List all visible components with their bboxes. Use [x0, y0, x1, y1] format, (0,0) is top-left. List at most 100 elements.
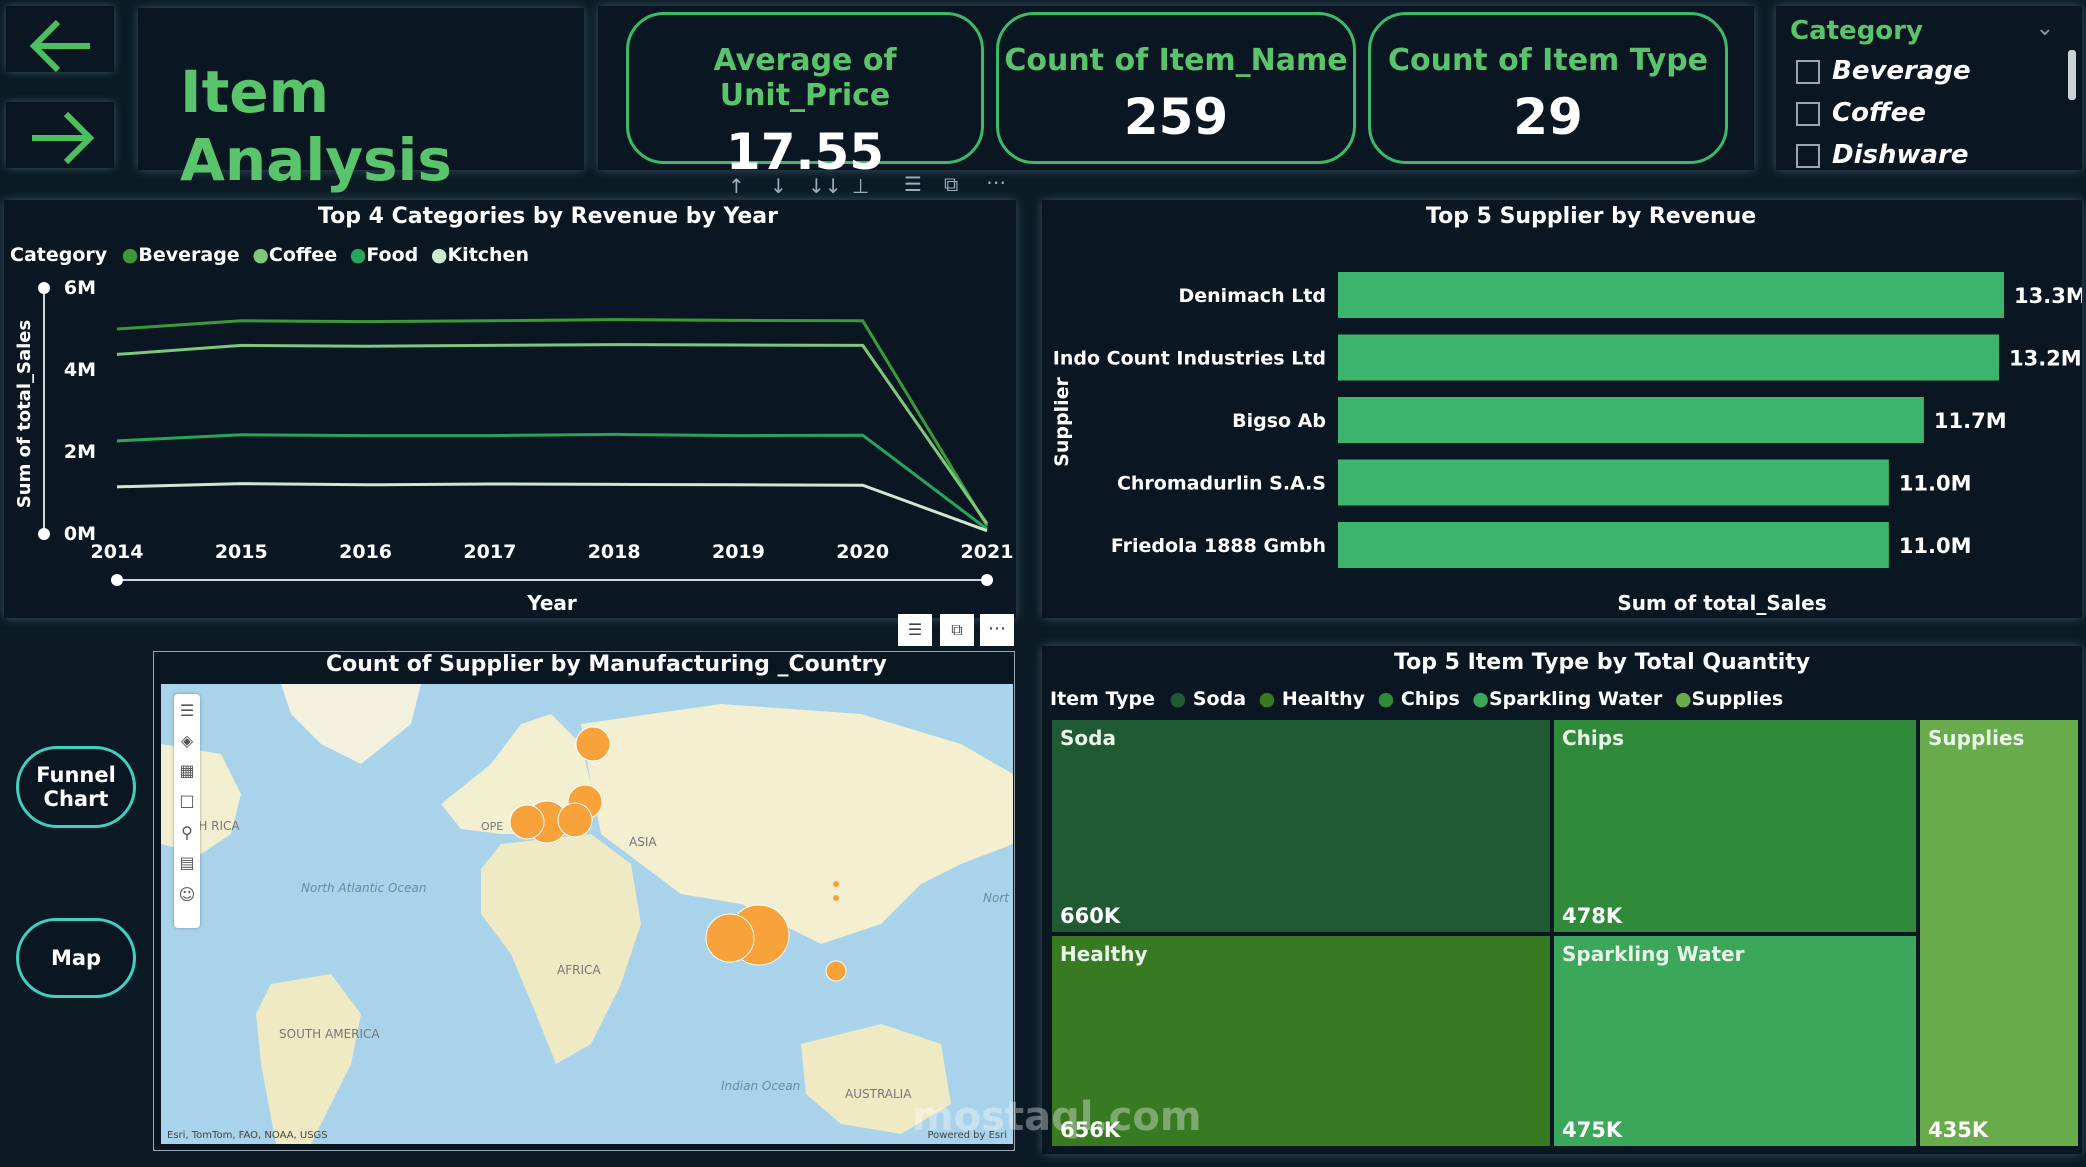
bar[interactable] — [1338, 459, 1889, 506]
map-toolbar — [174, 694, 200, 928]
chart-legend: Category ●Beverage ●Coffee ●Food ●Kitche… — [10, 244, 529, 266]
map-label: Indian Ocean — [721, 1079, 800, 1093]
legend-item[interactable]: ●Kitchen — [430, 244, 529, 266]
kpi-count-item-name: Count of Item_Name 259 — [996, 12, 1356, 164]
map-bubble[interactable] — [705, 913, 755, 963]
bar[interactable] — [1338, 397, 1924, 443]
series-line-kitchen[interactable] — [116, 482, 988, 533]
map-bubble[interactable] — [833, 895, 839, 901]
map-label: AFRICA — [557, 963, 601, 977]
checkbox[interactable] — [1796, 59, 1820, 84]
kpi-label: Count of Item_Name — [1004, 43, 1348, 78]
bar[interactable] — [1338, 522, 1889, 568]
slicer-scrollbar[interactable] — [2068, 50, 2076, 100]
chart-title: Top 5 Item Type by Total Quantity — [1394, 650, 1811, 675]
bar-value-label: 13.3M — [2014, 284, 2082, 308]
page-title: Item Analysis — [180, 58, 452, 194]
more-options-button[interactable]: ⋯ — [980, 614, 1014, 646]
treemap-cell-soda[interactable]: Soda 660K — [1050, 718, 1552, 934]
filter-button[interactable]: ☰ — [898, 614, 932, 646]
treemap-cell-label: Soda — [1060, 726, 1116, 750]
y-slider-handle[interactable] — [38, 528, 50, 540]
slicer-item-beverage[interactable]: Beverage — [1796, 56, 1971, 86]
series-line-beverage[interactable] — [116, 318, 989, 527]
grid-icon[interactable]: ▦ — [179, 761, 195, 780]
legend-item[interactable]: ●Sparkling Water — [1472, 688, 1663, 710]
back-button[interactable] — [6, 6, 114, 73]
map-label: ASIA — [629, 835, 657, 849]
map-bubble[interactable] — [833, 881, 839, 887]
x-slider-handle[interactable] — [981, 574, 993, 586]
greenland-land — [281, 684, 421, 764]
treemap-cell-sparkling-water[interactable]: Sparkling Water 475K — [1552, 934, 1918, 1148]
world-map[interactable]: OPE ASIA AFRICA SOUTH AMERICA TH RICA No… — [161, 684, 1013, 1144]
chevron-down-icon[interactable]: ⌄ — [2035, 16, 2054, 41]
x-slider-handle[interactable] — [111, 574, 123, 586]
kpi-panel — [598, 6, 1754, 170]
legend-item[interactable]: ●Beverage — [121, 244, 240, 266]
chart-icon[interactable]: ▤ — [179, 853, 195, 872]
map-label: Nort — [983, 891, 1010, 905]
drill-up-icon[interactable]: ↑ — [728, 174, 745, 198]
legend-item[interactable]: ●Coffee — [252, 244, 338, 266]
treemap-cell-chips[interactable]: Chips 478K — [1552, 718, 1918, 934]
map-label: AUSTRALIA — [845, 1087, 912, 1101]
more-options-icon[interactable]: ⋯ — [986, 170, 1006, 194]
bar-category-label: Bigso Ab — [1232, 410, 1326, 432]
arrow-right-icon — [32, 111, 95, 165]
bar[interactable] — [1338, 334, 1999, 381]
funnel-chart-button[interactable]: Funnel Chart — [16, 746, 136, 828]
forward-button[interactable] — [6, 102, 114, 168]
treemap-cell-value: 656K — [1060, 1118, 1121, 1142]
hierarchy-icon[interactable]: ⊥ — [852, 174, 870, 198]
map-bubble[interactable] — [557, 802, 593, 838]
map-button[interactable]: Map — [16, 918, 136, 998]
button-label: Chart — [43, 787, 109, 811]
treemap-cell-supplies[interactable]: Supplies 435K — [1918, 718, 2080, 1148]
y-slider-handle[interactable] — [38, 282, 50, 294]
treemap-cell-label: Supplies — [1928, 726, 2025, 750]
legend-marker: ● — [1472, 688, 1489, 710]
series-line-coffee[interactable] — [116, 343, 989, 525]
map-bubble[interactable] — [575, 726, 611, 762]
slicer-item-coffee[interactable]: Coffee — [1796, 98, 1926, 128]
filter-icon[interactable]: ☰ — [904, 172, 922, 196]
asia-land — [581, 704, 1013, 944]
legend-item[interactable]: ● Healthy — [1258, 688, 1366, 710]
search-icon[interactable]: ⚲ — [181, 823, 193, 842]
x-tick-label: 2014 — [91, 541, 144, 563]
slicer-item-dishware[interactable]: Dishware — [1796, 140, 1969, 170]
bar-value-label: 11.0M — [1899, 534, 1972, 558]
map-attribution: Esri, TomTom, FAO, NOAA, USGS — [167, 1130, 328, 1141]
legend-item[interactable]: ●Supplies — [1674, 688, 1784, 710]
focus-mode-button[interactable]: ⧉ — [940, 614, 974, 646]
bar-value-label: 13.2M — [2009, 347, 2082, 371]
legend-item[interactable]: ●Food — [349, 244, 419, 266]
arrow-left-icon — [29, 19, 90, 73]
person-icon[interactable]: ☺ — [178, 885, 196, 904]
expand-all-icon[interactable]: ↓↓ — [808, 174, 842, 198]
select-icon[interactable]: □ — [179, 791, 195, 810]
bar-value-label: 11.7M — [1934, 409, 2007, 433]
series-line-food[interactable] — [116, 432, 988, 531]
bar[interactable] — [1338, 272, 2004, 318]
menu-icon[interactable]: ☰ — [179, 701, 195, 720]
x-tick-label: 2021 — [961, 541, 1014, 563]
treemap-cell-healthy[interactable]: Healthy 656K — [1050, 934, 1552, 1148]
map-title: Count of Supplier by Manufacturing _Coun… — [326, 652, 887, 677]
kpi-label: Count of Item Type — [1387, 43, 1709, 78]
map-bubble[interactable] — [825, 960, 847, 982]
drill-down-icon[interactable]: ↓ — [770, 174, 787, 198]
checkbox[interactable] — [1796, 143, 1820, 168]
treemap-cell-value: 435K — [1928, 1118, 1989, 1142]
bar-category-label: Chromadurlin S.A.S — [1117, 473, 1326, 495]
kpi-value: 29 — [1513, 88, 1583, 146]
legend-item[interactable]: ● Soda — [1169, 688, 1247, 710]
legend-item[interactable]: ● Chips — [1377, 688, 1460, 710]
focus-mode-icon[interactable]: ⧉ — [944, 172, 959, 196]
legend-marker: ● — [1258, 688, 1276, 710]
layers-icon[interactable]: ◈ — [180, 731, 194, 750]
map-bubble[interactable] — [509, 804, 545, 840]
treemap-cell-label: Healthy — [1060, 942, 1148, 966]
checkbox[interactable] — [1796, 101, 1820, 126]
